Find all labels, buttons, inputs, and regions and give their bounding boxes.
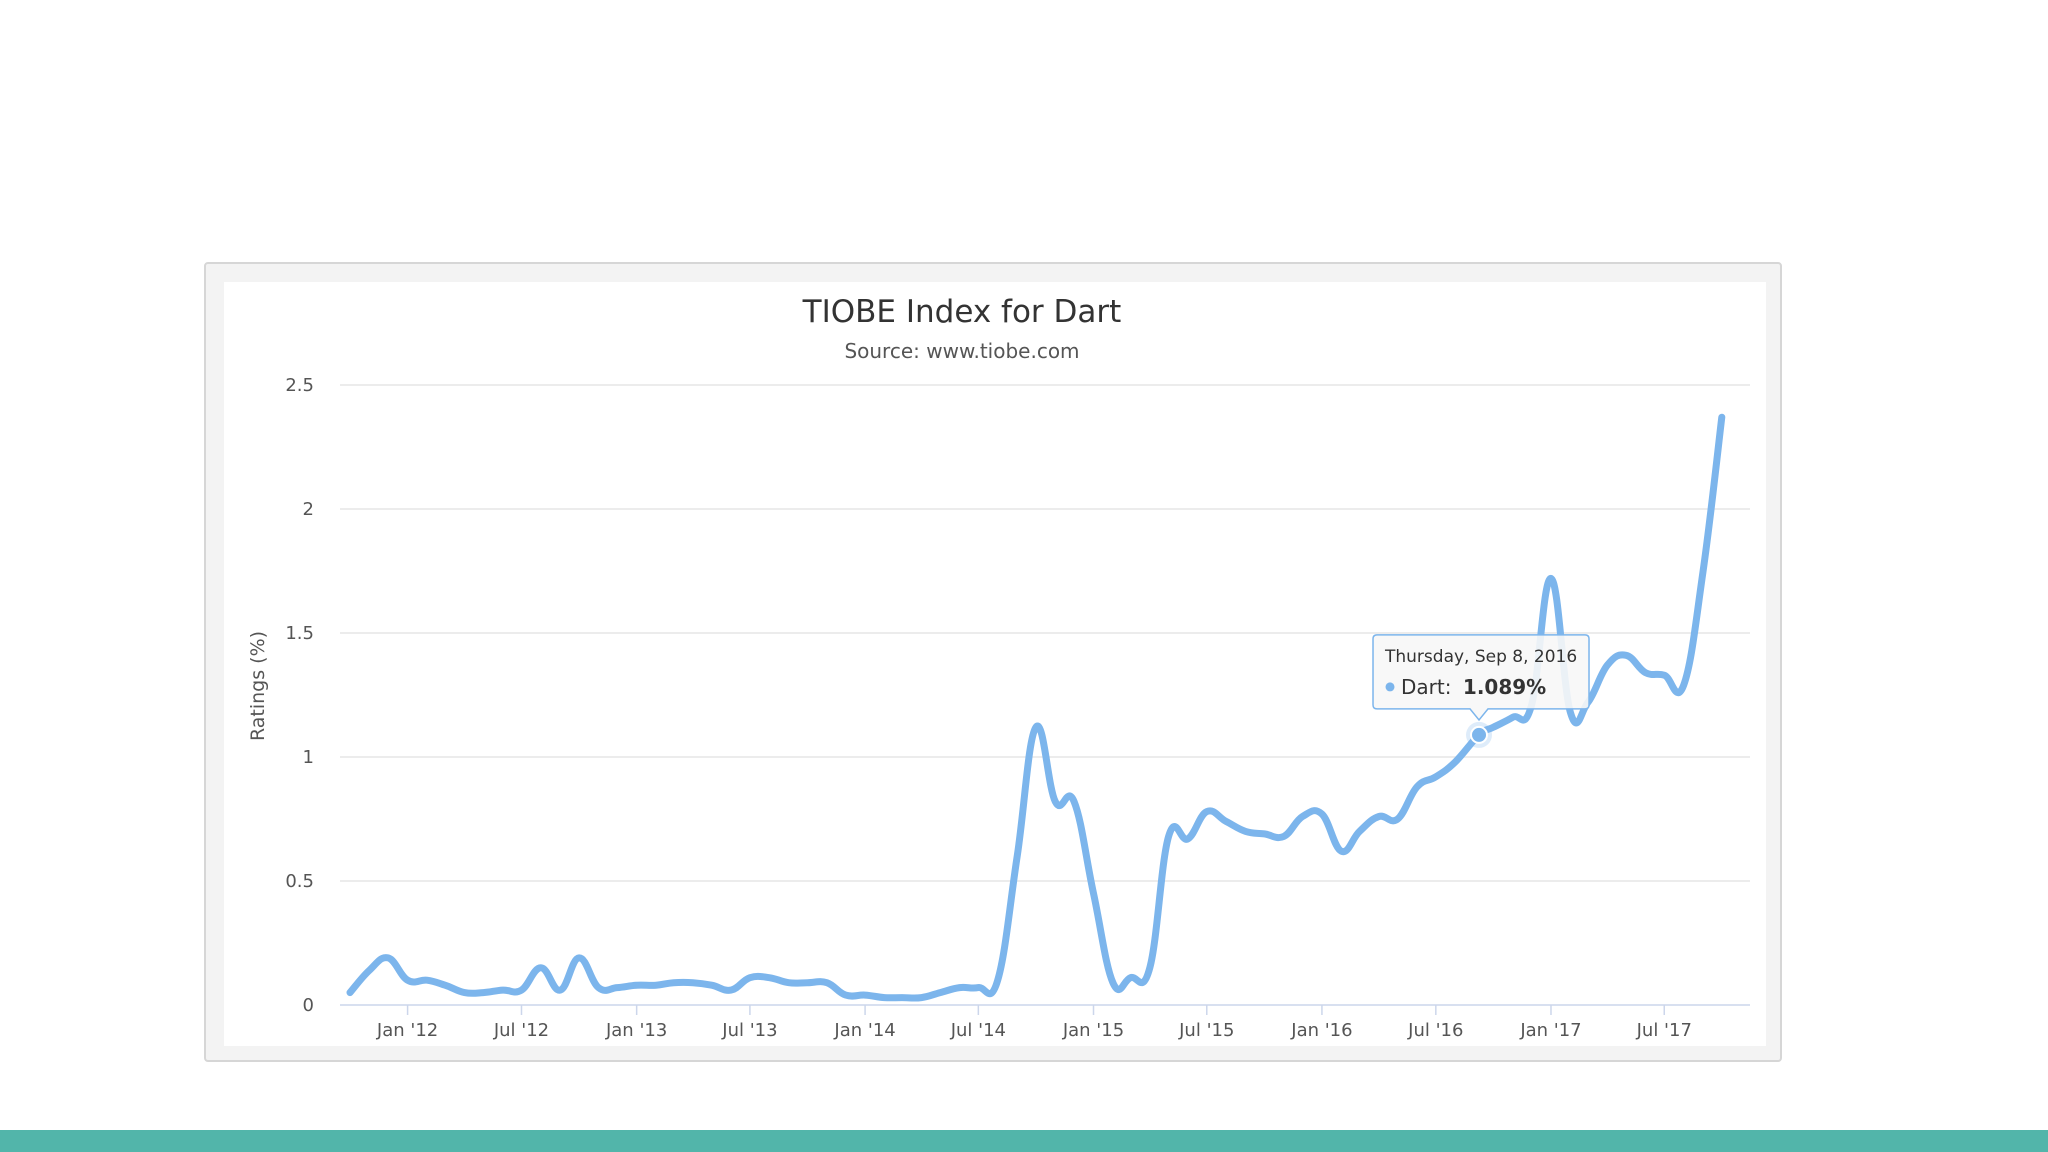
chart-subtitle: Source: www.tiobe.com bbox=[844, 339, 1079, 363]
tooltip-box bbox=[1372, 634, 1590, 722]
x-tick-label: Jul '12 bbox=[493, 1020, 549, 1041]
tooltip: Thursday, Sep 8, 2016 Dart: 1.089% bbox=[1372, 634, 1590, 722]
x-tick-label: Jul '16 bbox=[1407, 1020, 1463, 1041]
y-axis-title: Ratings (%) bbox=[247, 631, 269, 741]
x-tick-label: Jan '15 bbox=[1062, 1020, 1124, 1041]
x-tick-label: Jan '17 bbox=[1519, 1020, 1581, 1041]
grid-layer bbox=[340, 384, 1750, 1006]
y-tick-label: 2 bbox=[303, 499, 314, 520]
x-tick-label: Jan '14 bbox=[833, 1020, 895, 1041]
x-tick-label: Jan '12 bbox=[376, 1020, 438, 1041]
y-tick-label: 1 bbox=[303, 747, 314, 768]
x-tick-label: Jul '17 bbox=[1636, 1020, 1692, 1041]
bottom-accent-bar bbox=[0, 1130, 2048, 1152]
x-tick-label: Jan '16 bbox=[1290, 1020, 1352, 1041]
tooltip-value: 1.089% bbox=[1463, 675, 1546, 699]
tooltip-value-line: Dart: 1.089% bbox=[1401, 675, 1546, 699]
chart-frame: TIOBE Index for Dart Source: www.tiobe.c… bbox=[204, 262, 1782, 1062]
chart-panel: TIOBE Index for Dart Source: www.tiobe.c… bbox=[224, 282, 1766, 1046]
x-tick-label: Jul '13 bbox=[721, 1020, 777, 1041]
y-tick-label: 1.5 bbox=[285, 623, 314, 644]
x-tick-label: Jul '14 bbox=[950, 1020, 1006, 1041]
hover-point bbox=[1470, 725, 1489, 744]
x-tick-label: Jan '13 bbox=[605, 1020, 667, 1041]
series-layer bbox=[346, 413, 1726, 1002]
y-tick-label: 0 bbox=[303, 995, 314, 1016]
tooltip-series-name: Dart: bbox=[1401, 675, 1451, 699]
tooltip-date: Thursday, Sep 8, 2016 bbox=[1384, 647, 1577, 667]
tooltip-series-marker bbox=[1385, 682, 1395, 692]
x-axis-ticks: Jan '12 Jul '12 Jan '13 Jul '13 Jan '14 Jul '… bbox=[376, 1005, 1692, 1041]
y-axis-ticks: 0 0.5 1 1.5 2 2.5 bbox=[285, 375, 314, 1016]
chart-svg: TIOBE Index for Dart Source: www.tiobe.c… bbox=[247, 294, 1750, 1041]
x-tick-label: Jul '15 bbox=[1178, 1020, 1234, 1041]
y-tick-label: 0.5 bbox=[285, 871, 314, 892]
chart-title: TIOBE Index for Dart bbox=[802, 294, 1122, 330]
y-tick-label: 2.5 bbox=[285, 375, 314, 396]
series-line-dart bbox=[346, 413, 1726, 1002]
